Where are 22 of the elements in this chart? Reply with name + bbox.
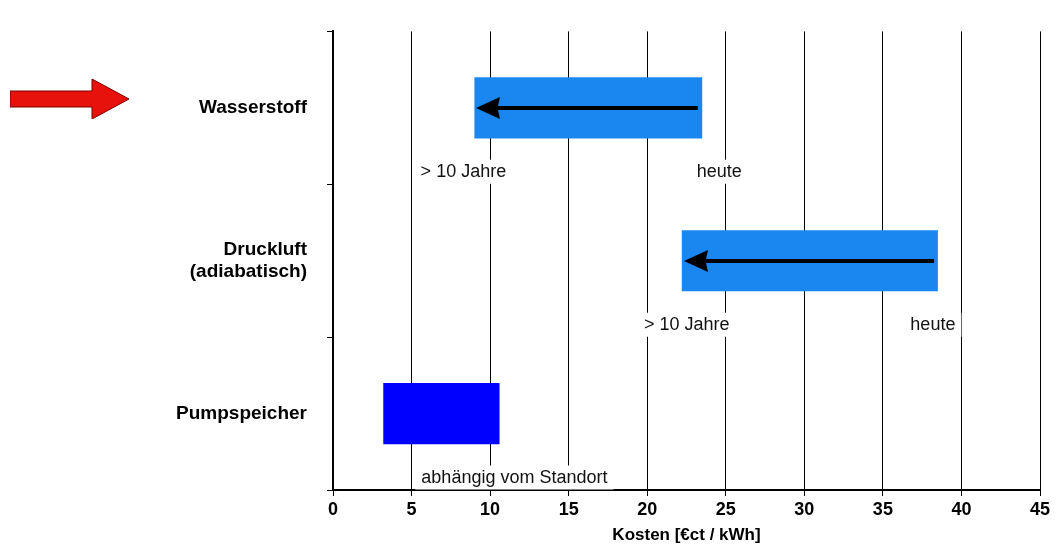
- annotation: heute: [696, 160, 742, 181]
- annotation: > 10 Jahre: [420, 160, 507, 181]
- x-tick-label: 45: [1029, 498, 1051, 519]
- annotation: abhängig vom Standort: [421, 466, 608, 487]
- x-axis-title: Kosten [€ct / kWh]: [612, 525, 761, 545]
- bar: [383, 382, 500, 445]
- x-tick-label: 25: [715, 498, 736, 519]
- x-tick-label: 10: [480, 498, 501, 519]
- x-tick-label: 30: [794, 498, 815, 519]
- x-tick-label: 40: [951, 498, 972, 519]
- x-tick-label: 0: [327, 498, 339, 519]
- annotation: heute: [910, 313, 956, 334]
- y-tick-label: Druckluft (adiabatisch): [189, 237, 308, 282]
- bar: [474, 77, 703, 139]
- x-tick-label: 20: [637, 498, 658, 519]
- x-tick-label: 35: [872, 498, 893, 519]
- x-tick-label: 5: [406, 498, 417, 519]
- y-tick-label: Pumpspeicher: [176, 401, 308, 423]
- x-tick-label: 15: [558, 498, 579, 519]
- y-tick-label: Wasserstoff: [198, 96, 308, 118]
- bar: [681, 230, 938, 292]
- annotation: > 10 Jahre: [644, 313, 730, 334]
